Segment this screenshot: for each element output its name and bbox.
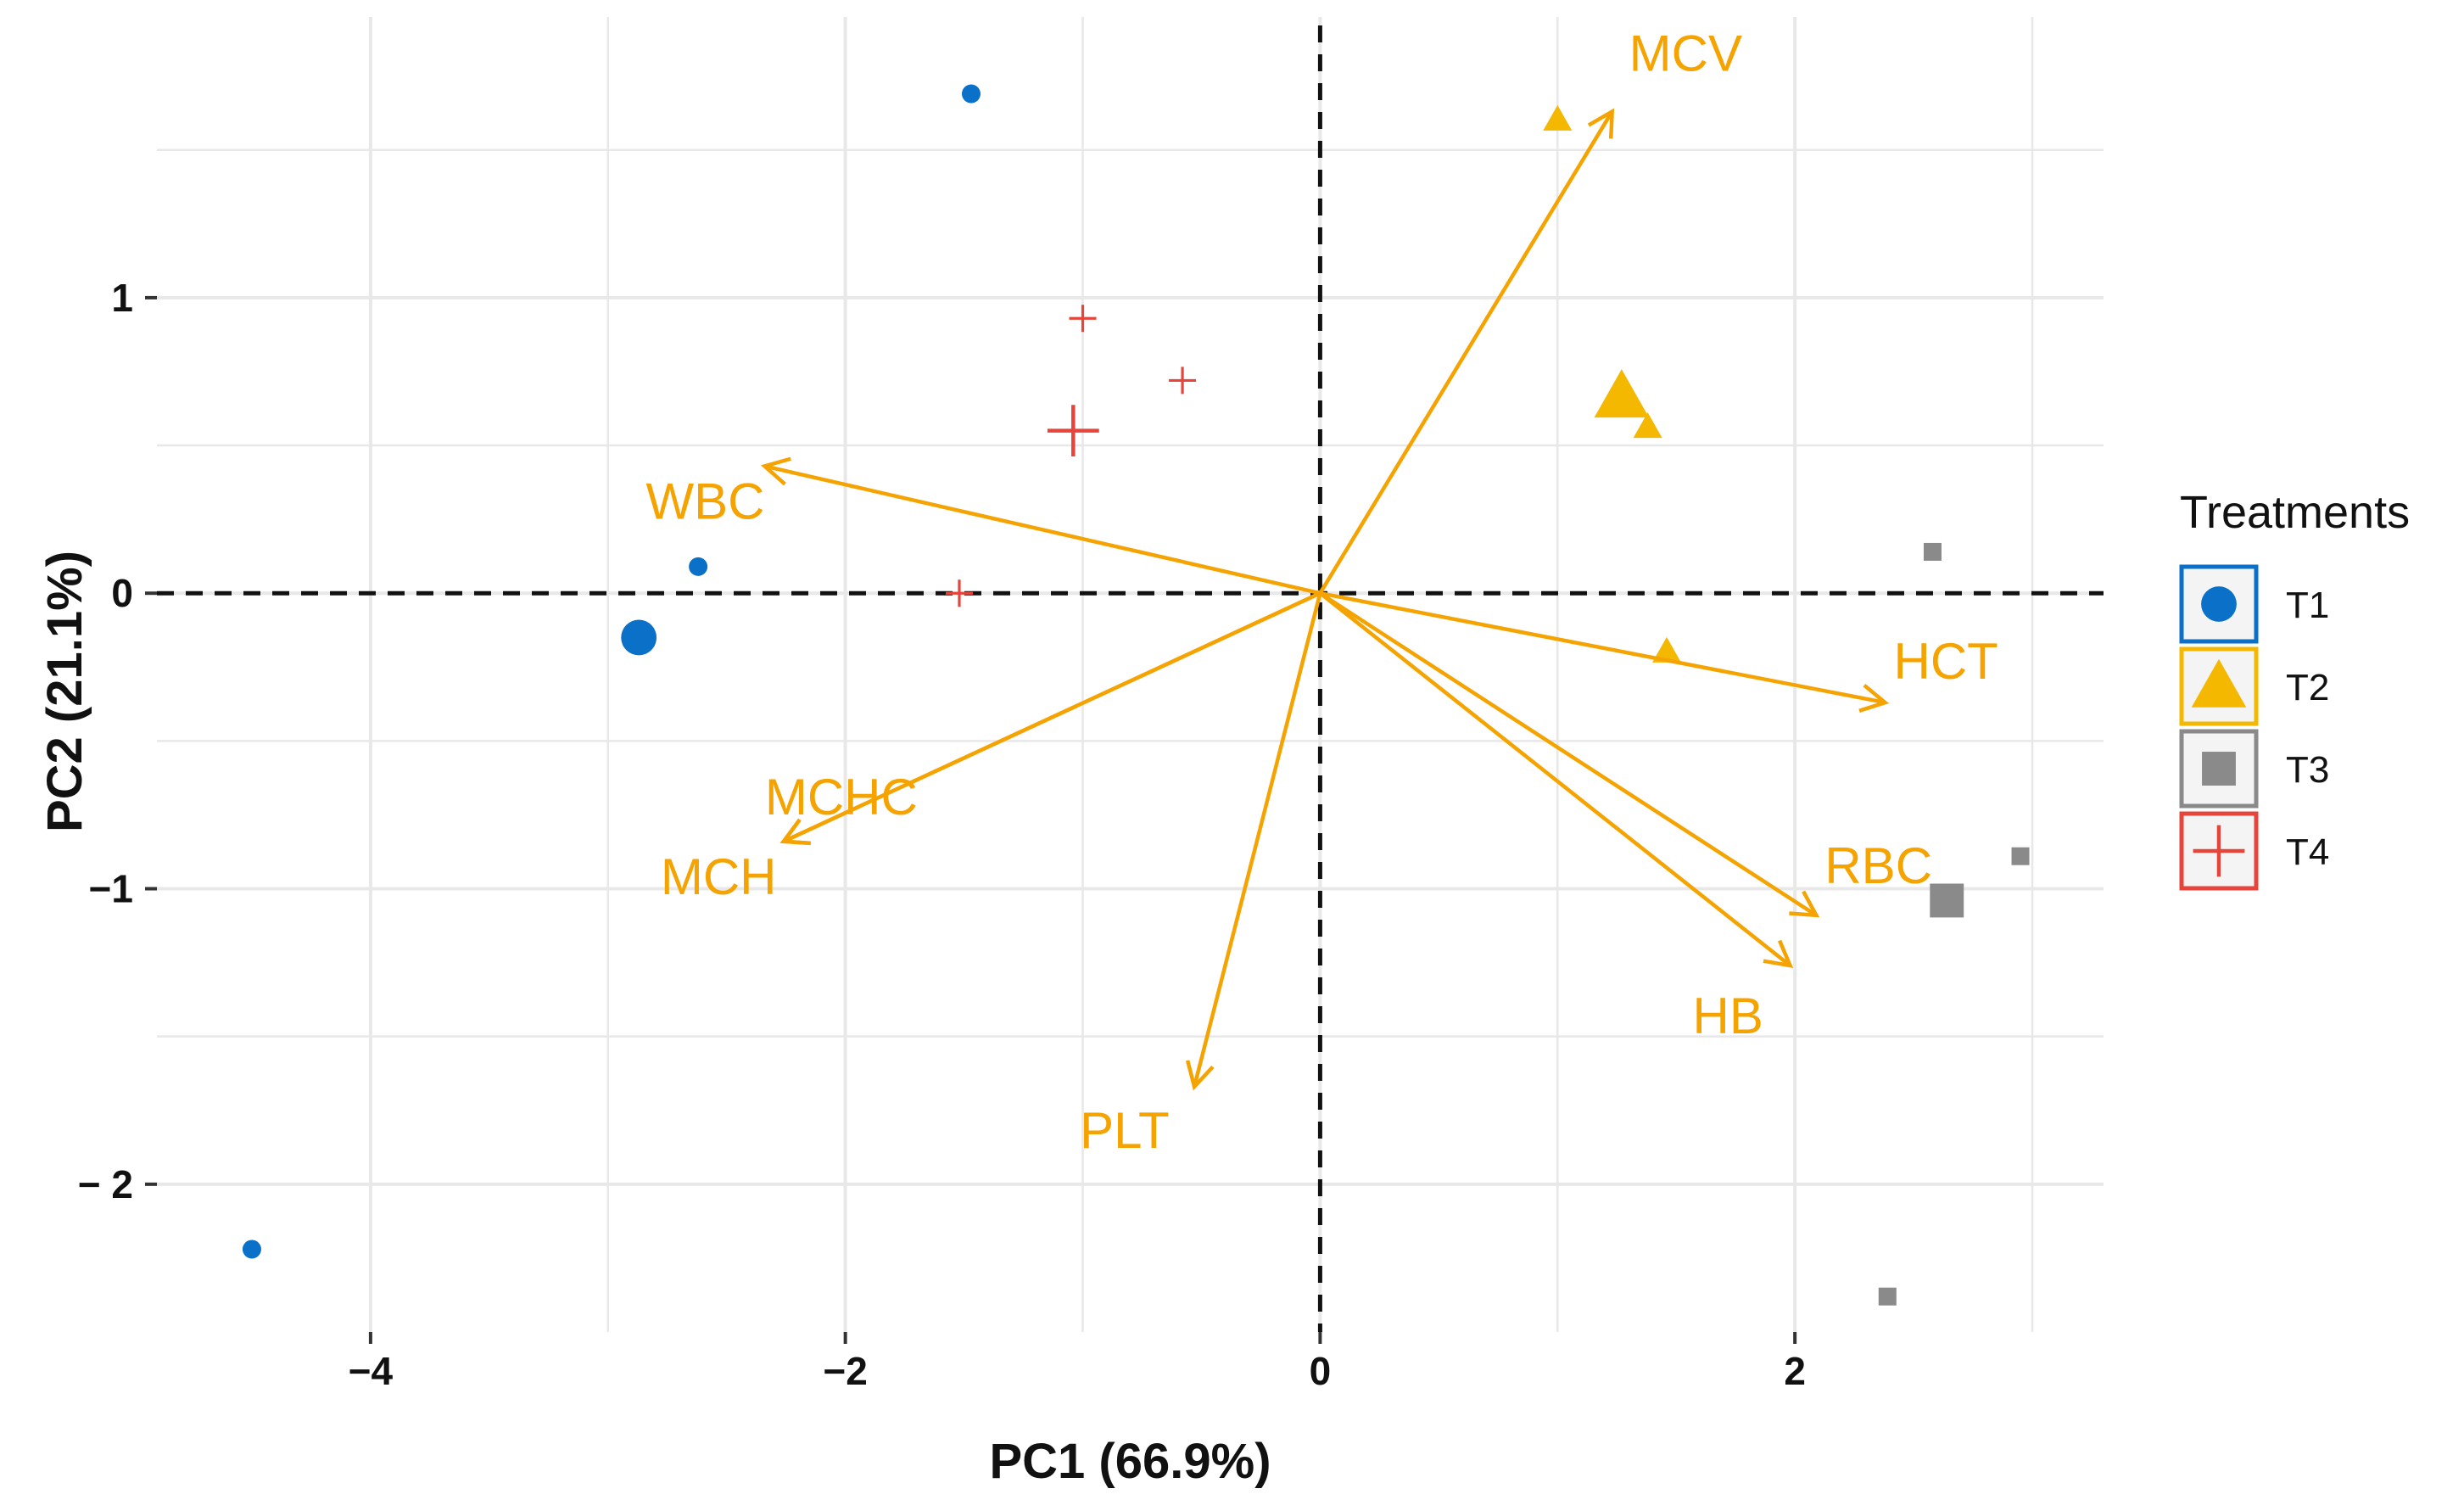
point-t1 [961,84,981,104]
loading-label-plt: PLT [1080,1102,1170,1159]
legend-title: Treatments [2180,487,2410,538]
x-tick-label: −4 [349,1349,394,1393]
legend-marker-t4 [2193,825,2245,877]
point-t2 [1594,369,1650,418]
legend-label-t3: T3 [2286,749,2329,791]
loading-arrowhead-hb [1763,939,1794,969]
loading-arrow-hb [1319,591,1791,967]
loading-label-hct: HCT [1894,633,1998,690]
point-t4 [1069,305,1097,333]
point-t2 [1543,104,1573,131]
loading-arrow-mch [782,591,1321,843]
loading-arrowhead-wbc [760,456,791,486]
point-t4 [945,579,973,607]
point-t4 [1047,405,1099,457]
reference-lines [157,25,2104,1332]
y-tick-label: 1 [111,276,133,320]
sample-points [242,84,2030,1306]
loading-arrowhead-rbc [1789,890,1820,918]
loading-arrowhead-plt [1185,1060,1215,1091]
point-t2 [1633,412,1662,439]
point-t2 [1652,636,1682,663]
axis-ticks: −4 −2 0 2 1 0 −1 − 2 [78,276,1806,1393]
loading-arrow-plt [1192,592,1322,1088]
legend-label-t4: T4 [2286,831,2329,873]
x-tick-label: −2 [823,1349,867,1393]
x-tick-label: 2 [1784,1349,1806,1393]
point-t3 [1923,542,1942,561]
legend-marker-t2 [2191,658,2247,708]
y-tick-label: − 2 [78,1162,133,1206]
legend-marker-t1 [2201,586,2237,622]
legend-label-t2: T2 [2286,667,2329,708]
legend: Treatments T1 T2 T3 T4 [2179,487,2410,891]
loading-label-hb: HB [1693,988,1763,1044]
point-t3 [1878,1287,1897,1306]
y-tick-label: −1 [89,867,133,911]
point-t1 [689,557,708,576]
y-axis-title: PC2 (21.1%) [37,551,92,832]
loading-arrowhead-mch [779,818,811,846]
loading-label-wbc: WBC [645,473,764,529]
point-t1 [621,619,657,656]
point-t3 [1930,883,1964,918]
point-t4 [1169,367,1197,395]
y-tick-label: 0 [111,571,133,615]
loading-label-mch: MCH [661,848,777,905]
loading-label-rbc: RBC [1824,837,1932,894]
legend-label-t1: T1 [2286,585,2329,626]
loading-arrow-hct [1319,591,1886,705]
point-t1 [242,1240,261,1259]
x-tick-label: 0 [1310,1349,1332,1393]
legend-marker-t3 [2202,752,2236,786]
x-axis-title: PC1 (66.9%) [989,1434,1271,1489]
point-t3 [2011,847,2030,865]
loading-arrow-mcv [1318,110,1614,595]
loading-label-mcv: MCV [1629,25,1742,81]
loading-arrowhead-hct [1858,683,1890,713]
loading-arrow-rbc [1319,591,1818,917]
loading-arrowhead-mcv [1587,108,1615,139]
loading-arrow-wbc [763,464,1321,596]
